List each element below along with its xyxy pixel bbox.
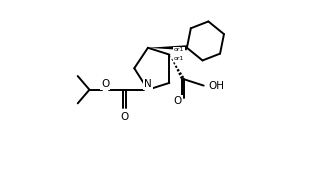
Text: or1: or1	[174, 56, 184, 61]
Polygon shape	[148, 45, 187, 50]
Text: or1: or1	[174, 47, 184, 52]
Text: O: O	[120, 112, 129, 122]
Text: O: O	[174, 96, 182, 106]
Text: OH: OH	[208, 81, 224, 91]
Text: N: N	[144, 79, 152, 89]
Text: O: O	[101, 79, 109, 89]
